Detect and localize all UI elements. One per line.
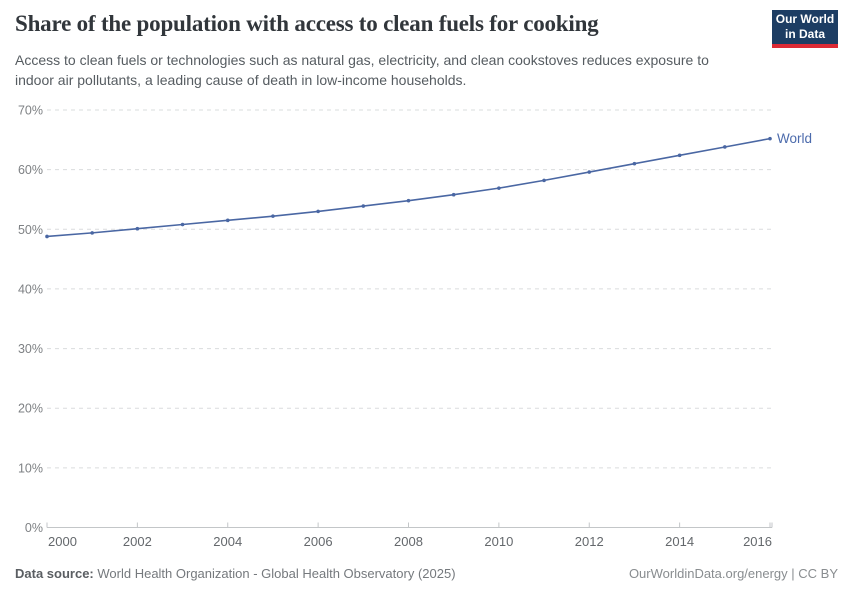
data-point-2004[interactable] [225,218,230,223]
data-point-2000[interactable] [45,234,49,239]
x-tick-label: 2006 [304,534,333,549]
y-tick-label: 70% [18,104,43,118]
data-point-2014[interactable] [677,153,682,158]
x-tick-label: 2010 [484,534,513,549]
chart-subtitle: Access to clean fuels or technologies su… [15,52,709,88]
x-tick-label: 2014 [665,534,694,549]
data-point-2016[interactable] [768,136,772,141]
y-tick-label: 40% [18,282,43,296]
data-point-2008[interactable] [406,198,411,203]
y-tick-label: 50% [18,223,43,237]
x-tick-label: 2008 [394,534,423,549]
y-tick-label: 60% [18,163,43,177]
data-point-2015[interactable] [723,145,727,149]
owid-logo-line2: in Data [784,27,825,41]
series-label-world[interactable]: World [777,131,812,146]
y-tick-label: 30% [18,342,43,356]
x-tick-label: 2002 [123,534,152,549]
data-point-2005[interactable] [271,214,275,218]
page-title: Share of the population with access to c… [15,11,599,36]
x-tick-label: 2000 [48,534,77,549]
x-tick-label: 2016 [743,534,772,549]
data-point-2009[interactable] [451,192,456,197]
owid-logo[interactable]: Our World in Data [772,10,838,48]
data-source: Data source: World Health Organization -… [15,566,456,581]
data-point-2013[interactable] [632,161,637,166]
y-tick-label: 10% [18,461,43,475]
data-point-2002[interactable] [135,226,140,231]
data-point-2006[interactable] [316,209,320,214]
data-point-2011[interactable] [542,178,546,183]
credit-link[interactable]: OurWorldinData.org/energy | CC BY [628,566,838,581]
data-point-2007[interactable] [361,204,366,208]
data-point-2010[interactable] [497,186,501,190]
data-source-label: Data source: [15,566,94,581]
y-tick-label: 0% [25,521,43,535]
x-tick-label: 2004 [213,534,242,549]
world-line [46,137,771,238]
data-point-2003[interactable] [180,222,185,227]
x-tick-label: 2012 [575,534,604,549]
data-source-text: World Health Organization - Global Healt… [97,566,456,581]
y-tick-label: 20% [18,402,43,416]
data-point-2012[interactable] [587,170,592,174]
owid-logo-line1: Our World [775,12,835,26]
data-point-2001[interactable] [90,231,94,235]
